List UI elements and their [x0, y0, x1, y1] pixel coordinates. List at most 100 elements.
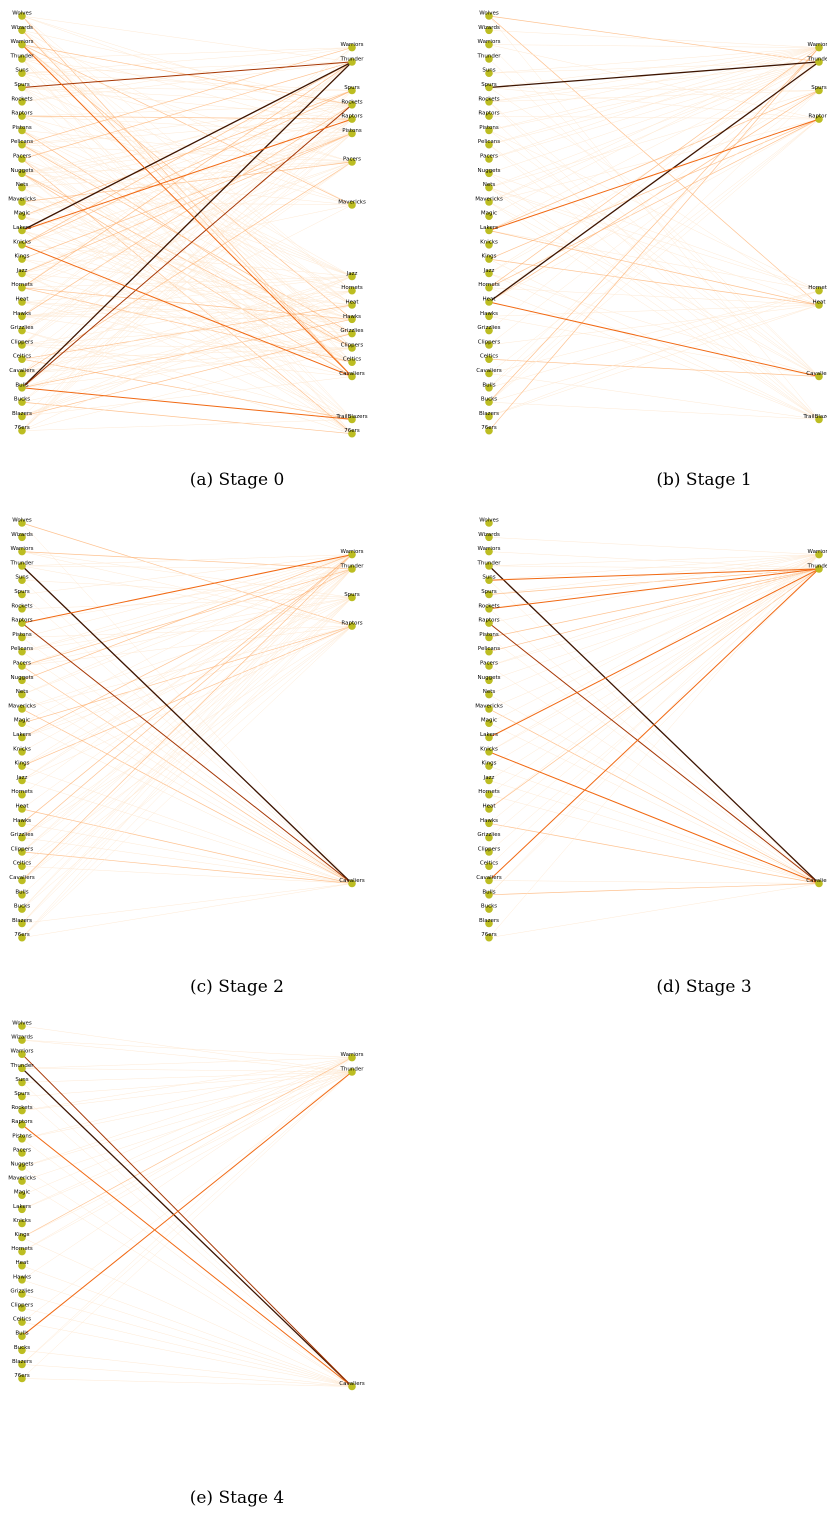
edge-blazers-hornets [488, 290, 820, 417]
edge-lakers-thunder [488, 61, 820, 231]
node-right-warriors [348, 550, 356, 559]
node-left-knicks [485, 748, 493, 756]
node-left-label: Cavaliers [476, 368, 502, 374]
node-left-label: Suns [15, 68, 28, 74]
edges-layer [488, 15, 820, 431]
edge-76ers-raptors [21, 625, 353, 938]
node-right-cavaliers [348, 372, 356, 381]
edge-kings-cavaliers [21, 1237, 353, 1387]
node-left-label: Bulls [482, 889, 495, 895]
edge-magic-warriors [21, 554, 353, 724]
edge-hornets-warriors [21, 554, 353, 795]
node-right-label: Heat [812, 300, 826, 306]
node-left-wolves [485, 519, 493, 527]
edges-layer [21, 15, 353, 435]
node-left-label: Warriors [478, 39, 501, 45]
edge-wizards-warriors [488, 30, 820, 48]
node-left-label: Thunder [477, 560, 502, 566]
node-left-wizards [485, 533, 493, 542]
node-left-label: Wolves [479, 11, 499, 17]
node-left-label: Clippers [11, 846, 34, 852]
node-left-label: Rockets [11, 96, 32, 102]
edge-bulls-jazz [21, 276, 353, 389]
stage-2-graph: Wolves Wizards Warriors Thunder Suns Spurs Roc… [8, 518, 365, 942]
strong-edge-lakers-thunder [21, 61, 353, 232]
edge-suns-warriors [488, 47, 820, 74]
edge-magic-warriors [488, 554, 820, 724]
node-left-76ers [485, 933, 493, 942]
stage-4-panel: Wolves Wizards Warriors Thunder Suns Spurs Roc… [8, 1015, 378, 1440]
node-left-lakers [485, 226, 493, 235]
node-left-label: Cavaliers [476, 875, 502, 881]
strong-edge-knicks-cavaliers [21, 244, 353, 377]
node-left-label: Celtics [13, 1317, 31, 1323]
node-left-jazz [18, 269, 26, 278]
node-right-label: Hornets [808, 285, 827, 291]
node-left-wolves [18, 1022, 26, 1030]
node-left-mavericks [18, 705, 26, 713]
edge-hornets-heat [488, 287, 820, 306]
node-right-warriors [815, 43, 823, 52]
node-right-raptors [348, 622, 356, 630]
edge-bucks-grizzlies [21, 333, 353, 403]
node-left-wolves [18, 12, 26, 20]
edge-pelicans-warriors [21, 47, 353, 146]
edge-bucks-cavaliers [21, 1350, 353, 1387]
node-left-76ers [18, 426, 26, 435]
edge-pelicans-warriors [21, 554, 353, 652]
node-left-pistons [18, 633, 26, 642]
edge-mavericks-cavaliers [21, 708, 353, 884]
node-left-magic [18, 212, 26, 220]
node-left-nets [18, 690, 26, 699]
edge-blazers-heat [21, 304, 353, 417]
node-left-label: Rockets [11, 1105, 32, 1111]
edge-blazers-cavaliers [21, 1364, 353, 1387]
node-left-label: Hornets [478, 282, 500, 288]
node-left-heat [485, 298, 493, 306]
node-left-thunder [485, 55, 493, 63]
node-left-label: Knicks [13, 239, 31, 245]
edge-nets-trailblazers [488, 187, 820, 420]
edge-pacers-cavaliers [21, 665, 353, 884]
edge-jazz-warriors [21, 554, 353, 781]
node-left-magic [485, 719, 493, 727]
node-right-thunder [348, 58, 356, 66]
node-left-pacers [18, 1149, 26, 1157]
node-left-label: Lakers [13, 732, 31, 738]
node-left-label: Pelicans [478, 646, 500, 652]
node-left-label: Raptors [11, 111, 32, 117]
node-left-wizards [18, 26, 26, 35]
node-left-hornets [18, 1247, 26, 1256]
node-left-wizards [18, 533, 26, 542]
edge-thunder-warriors [21, 1057, 353, 1069]
strong-edge-thunder-cavaliers [21, 1067, 353, 1387]
node-left-heat [485, 805, 493, 813]
edge-cavaliers-hornets [488, 290, 820, 374]
edge-heat-cavaliers [21, 808, 353, 884]
node-left-celtics [485, 355, 493, 364]
edge-nuggets-thunder [21, 1071, 353, 1168]
node-left-thunder [18, 562, 26, 570]
edge-bucks-trailblazers [488, 401, 820, 420]
node-left-label: Spurs [481, 589, 497, 595]
node-left-bulls [485, 384, 493, 392]
node-right-rockets [348, 101, 356, 109]
node-right-label: Cavaliers [806, 878, 827, 884]
node-left-suns [18, 1078, 26, 1087]
edge-rockets-thunder [21, 1071, 353, 1111]
stage-1-graph: Wolves Wizards Warriors Thunder Suns Spurs Roc… [475, 11, 827, 435]
node-left-label: Kings [15, 254, 30, 260]
node-left-label: Hornets [11, 282, 33, 288]
node-left-label: Rockets [478, 96, 499, 102]
strong-edge-lakers-thunder [488, 568, 820, 738]
node-left-label: Lakers [480, 225, 498, 231]
edge-bucks-raptors [488, 118, 820, 403]
node-left-label: Thunder [477, 53, 502, 59]
node-left-nets [485, 690, 493, 699]
node-right-hornets [348, 286, 356, 295]
node-left-label: Pistons [12, 1133, 32, 1139]
node-left-hawks [18, 312, 26, 321]
edge-cavaliers-jazz [21, 276, 353, 374]
node-left-label: Grizzlies [10, 1288, 33, 1294]
node-left-hawks [18, 819, 26, 828]
